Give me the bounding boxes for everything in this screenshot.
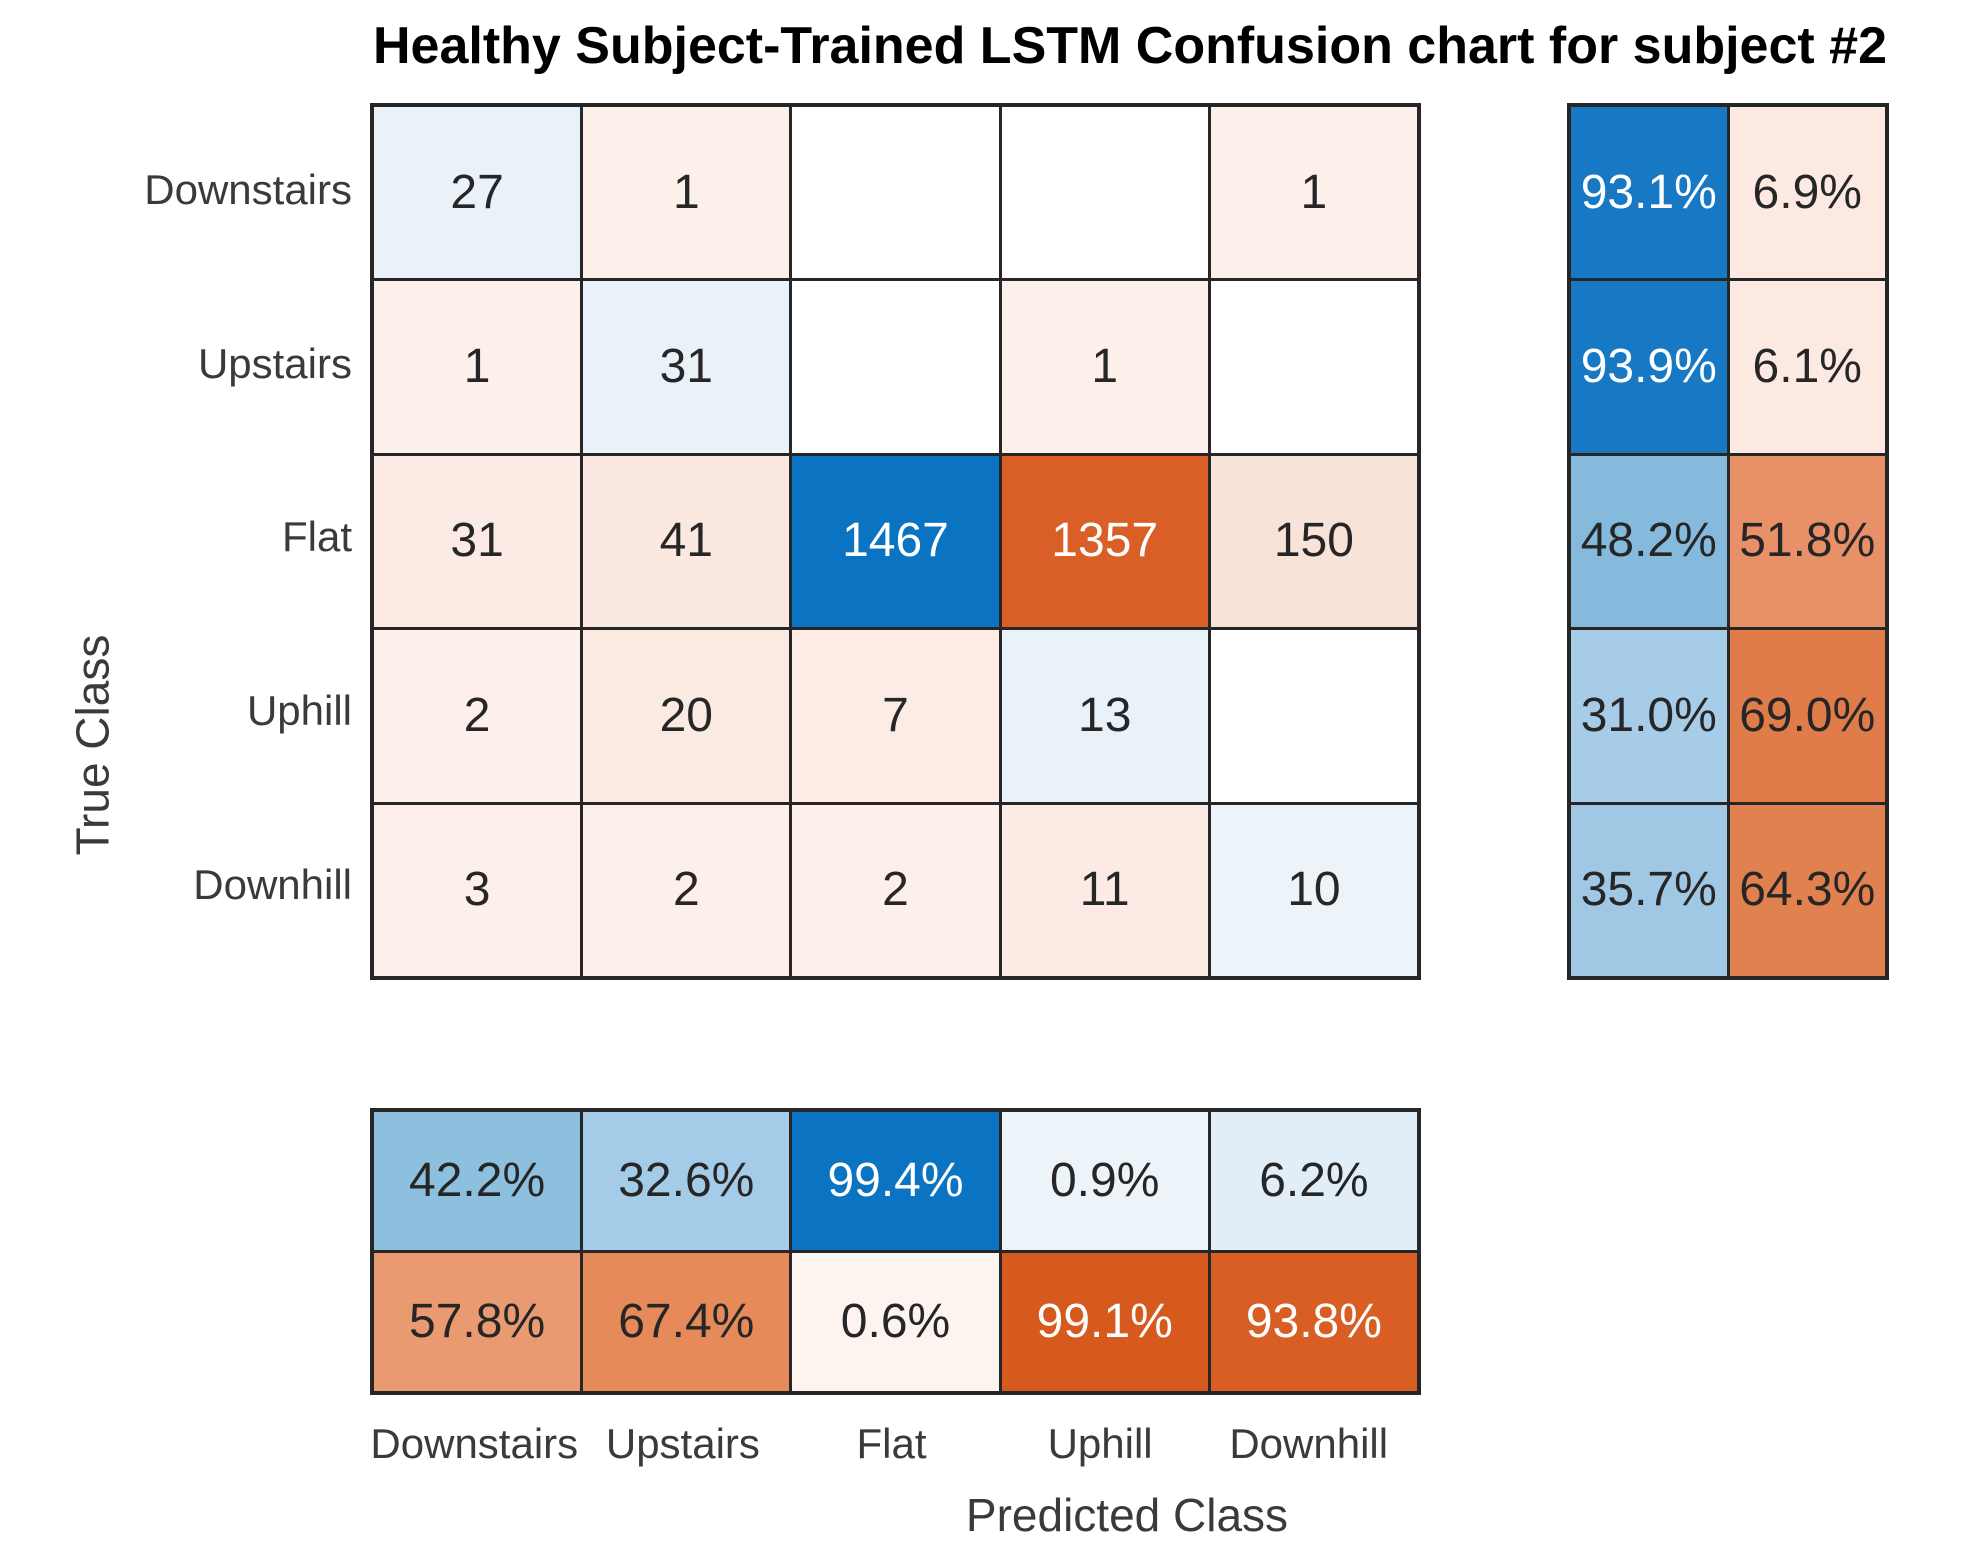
- matrix-cell: 1357: [1001, 455, 1208, 628]
- matrix-cell: [792, 107, 999, 279]
- row-summary-cell: 93.9%: [1571, 281, 1727, 453]
- matrix-cell: 2: [583, 804, 790, 976]
- matrix-cell: 10: [1210, 804, 1417, 976]
- x-tick-label: Upstairs: [605, 1420, 760, 1467]
- col-summary-cell: 32.6%: [583, 1112, 790, 1250]
- confusion-matrix: 27 1 1 1 31 1 31 41 1467 1357 150 2 20 7 13 3 2 2 11 10: [370, 103, 1421, 980]
- matrix-cell: 2: [792, 804, 999, 976]
- y-axis-tick-labels: Downstairs Upstairs Flat Uphill Downhill: [0, 103, 352, 972]
- x-axis-tick-labels: Downstairs Upstairs Flat Uphill Downhill: [370, 1420, 1413, 1480]
- y-tick-label: Uphill: [246, 687, 352, 735]
- y-tick-label: Upstairs: [197, 339, 352, 387]
- x-axis-label: Predicted Class: [965, 1489, 1289, 1541]
- matrix-cell: 11: [1001, 804, 1208, 976]
- row-summary-cell: 35.7%: [1571, 804, 1727, 976]
- col-summary-cell: 0.6%: [792, 1253, 999, 1391]
- row-summary-panel: 93.1% 6.9% 93.9% 6.1% 48.2% 51.8% 31.0% 69.0% 35…: [1567, 103, 1889, 980]
- col-summary-cell: 0.9%: [1001, 1112, 1208, 1250]
- matrix-cell: 41: [583, 455, 790, 628]
- y-tick-label: Downhill: [193, 861, 352, 909]
- matrix-cell: 7: [792, 630, 999, 802]
- row-summary-cell: 6.1%: [1729, 281, 1885, 453]
- matrix-cell: 27: [374, 107, 581, 279]
- matrix-cell: 3: [374, 804, 581, 976]
- col-summary-cell: 93.8%: [1210, 1253, 1417, 1391]
- y-tick-label: Flat: [281, 513, 352, 561]
- matrix-cell: 2: [374, 630, 581, 802]
- matrix-cell: [792, 281, 999, 453]
- matrix-cell: [1001, 107, 1208, 279]
- matrix-cell: 1: [1001, 281, 1208, 453]
- col-summary-cell: 6.2%: [1210, 1112, 1417, 1250]
- y-tick-label: Downstairs: [144, 165, 352, 213]
- matrix-cell: 31: [583, 281, 790, 453]
- matrix-cell: 1: [374, 281, 581, 453]
- x-tick-label: Downstairs: [370, 1420, 579, 1467]
- col-summary-cell: 42.2%: [374, 1112, 581, 1250]
- matrix-cell: 150: [1210, 455, 1417, 628]
- col-summary-cell: 99.1%: [1001, 1253, 1208, 1391]
- matrix-cell: [1210, 630, 1417, 802]
- matrix-cell: 13: [1001, 630, 1208, 802]
- matrix-cell: 1: [1210, 107, 1417, 279]
- col-summary-cell: 57.8%: [374, 1253, 581, 1391]
- row-summary-cell: 6.9%: [1729, 107, 1885, 279]
- matrix-cell: 20: [583, 630, 790, 802]
- chart-title: Healthy Subject-Trained LSTM Confusion c…: [373, 17, 1887, 75]
- matrix-cell: 31: [374, 455, 581, 628]
- matrix-cell: 1: [583, 107, 790, 279]
- col-summary-cell: 99.4%: [792, 1112, 999, 1250]
- row-summary-cell: 64.3%: [1729, 804, 1885, 976]
- matrix-cell: [1210, 281, 1417, 453]
- x-tick-label: Flat: [856, 1420, 927, 1467]
- row-summary-cell: 48.2%: [1571, 455, 1727, 628]
- row-summary-cell: 31.0%: [1571, 630, 1727, 802]
- column-summary-panel: 42.2% 32.6% 99.4% 0.9% 6.2% 57.8% 67.4% 0.6% 99.…: [370, 1108, 1421, 1395]
- row-summary-cell: 69.0%: [1729, 630, 1885, 802]
- col-summary-cell: 67.4%: [583, 1253, 790, 1391]
- row-summary-cell: 93.1%: [1571, 107, 1727, 279]
- x-tick-label: Downhill: [1229, 1420, 1389, 1467]
- matrix-cell: 1467: [792, 455, 999, 628]
- x-tick-label: Uphill: [1047, 1420, 1153, 1467]
- row-summary-cell: 51.8%: [1729, 455, 1885, 628]
